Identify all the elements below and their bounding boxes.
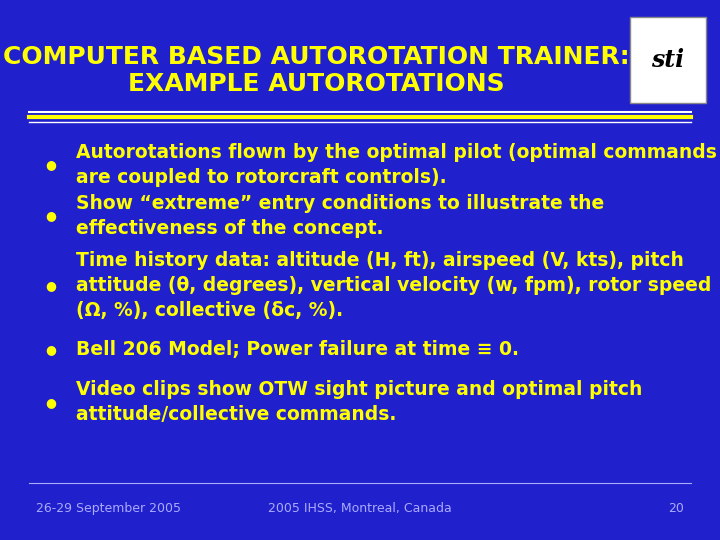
Text: 2005 IHSS, Montreal, Canada: 2005 IHSS, Montreal, Canada — [268, 502, 452, 515]
Text: Show “extreme” entry conditions to illustrate the
effectiveness of the concept.: Show “extreme” entry conditions to illus… — [76, 194, 604, 238]
Text: EXAMPLE AUTOROTATIONS: EXAMPLE AUTOROTATIONS — [128, 72, 505, 96]
FancyBboxPatch shape — [630, 17, 706, 103]
Text: Time history data: altitude (H, ft), airspeed (V, kts), pitch
attitude (θ, degre: Time history data: altitude (H, ft), air… — [76, 251, 711, 320]
Text: ●: ● — [45, 158, 56, 171]
Text: ●: ● — [45, 396, 56, 409]
Text: 26-29 September 2005: 26-29 September 2005 — [36, 502, 181, 515]
Text: Bell 206 Model; Power failure at time ≡ 0.: Bell 206 Model; Power failure at time ≡ … — [76, 340, 518, 360]
Text: Autorotations flown by the optimal pilot (optimal commands
are coupled to rotorc: Autorotations flown by the optimal pilot… — [76, 143, 716, 187]
Text: sti: sti — [651, 49, 684, 72]
Text: ●: ● — [45, 279, 56, 292]
Text: COMPUTER BASED AUTOROTATION TRAINER:: COMPUTER BASED AUTOROTATION TRAINER: — [4, 45, 630, 69]
Text: ●: ● — [45, 343, 56, 356]
Text: Video clips show OTW sight picture and optimal pitch
attitude/collective command: Video clips show OTW sight picture and o… — [76, 380, 642, 424]
Text: 20: 20 — [668, 502, 684, 515]
Text: ●: ● — [45, 210, 56, 222]
